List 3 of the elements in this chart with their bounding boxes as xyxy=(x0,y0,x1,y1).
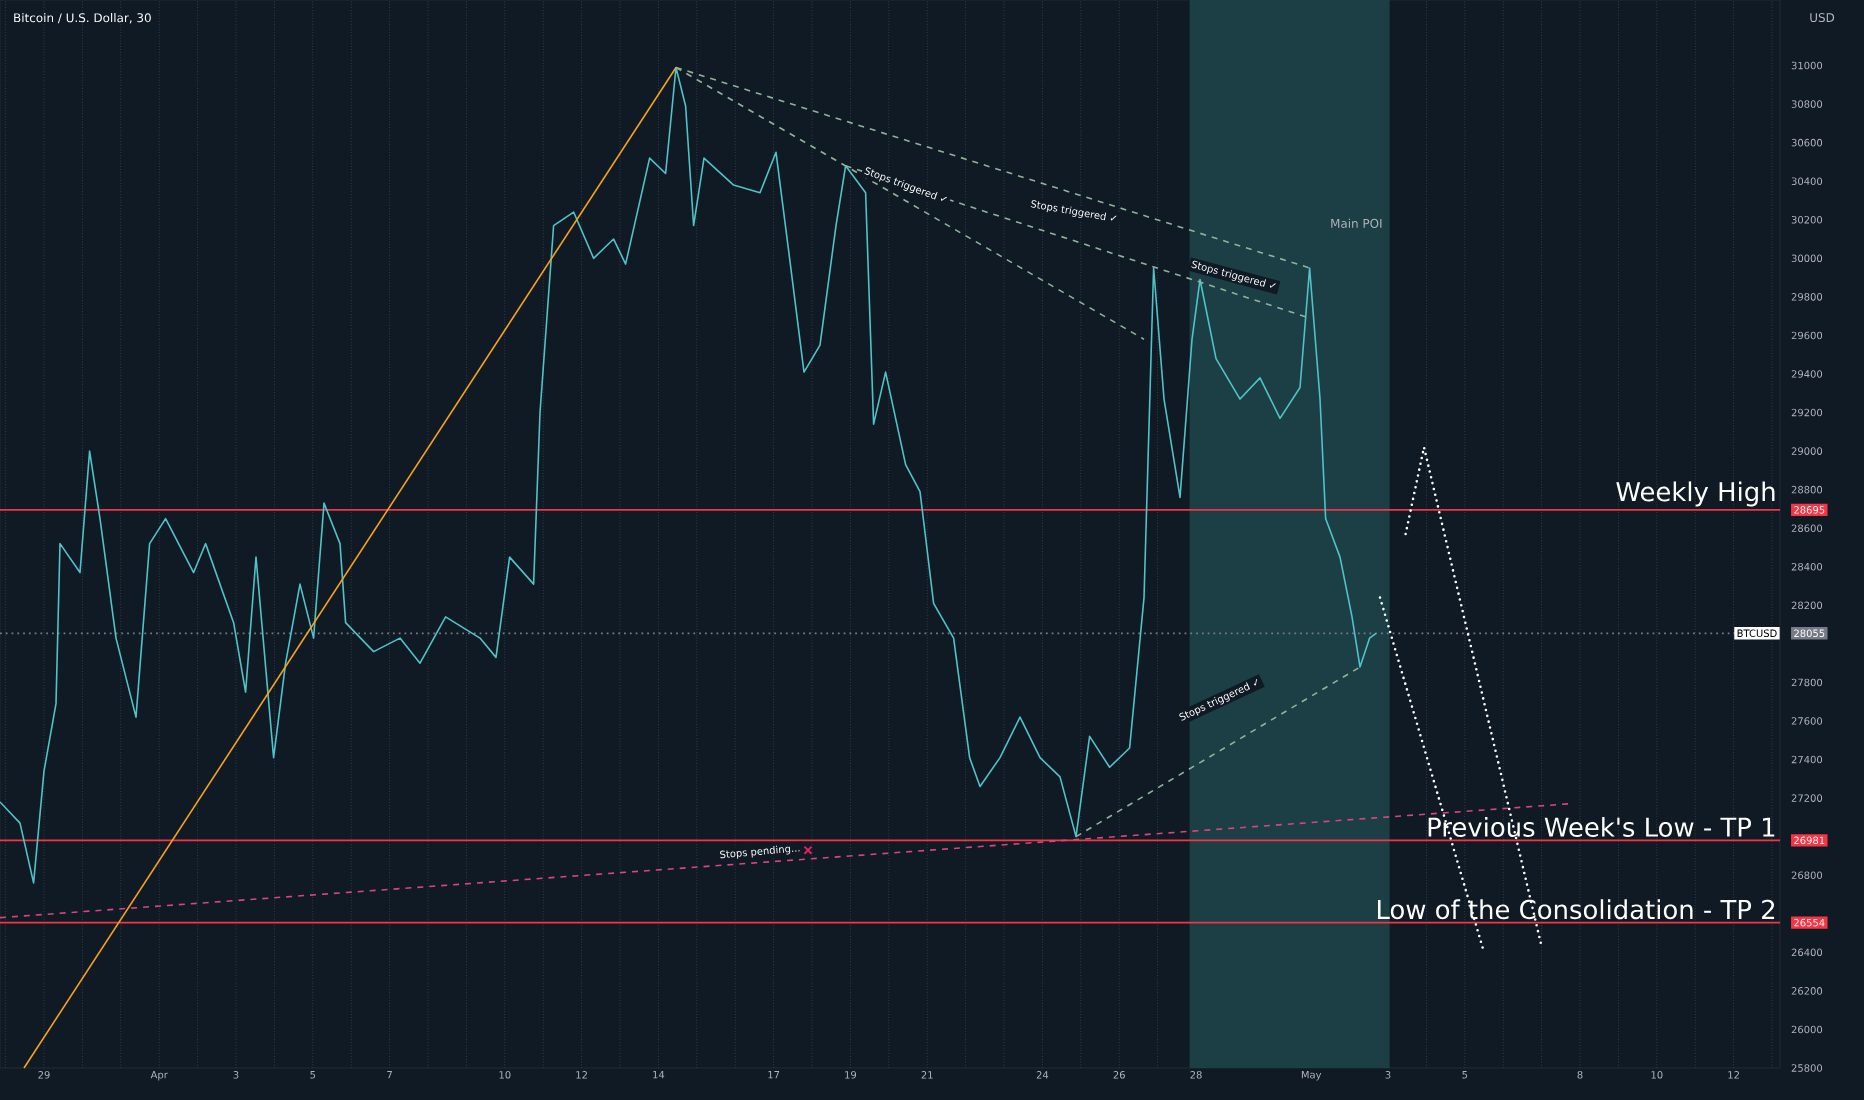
ref-line-label: Low of the Consolidation - TP 2 xyxy=(1377,899,1775,920)
ref-line-label: Weekly High xyxy=(1616,481,1775,507)
ref-line-label: Previous Week's Low - TP 1 xyxy=(1428,816,1775,837)
